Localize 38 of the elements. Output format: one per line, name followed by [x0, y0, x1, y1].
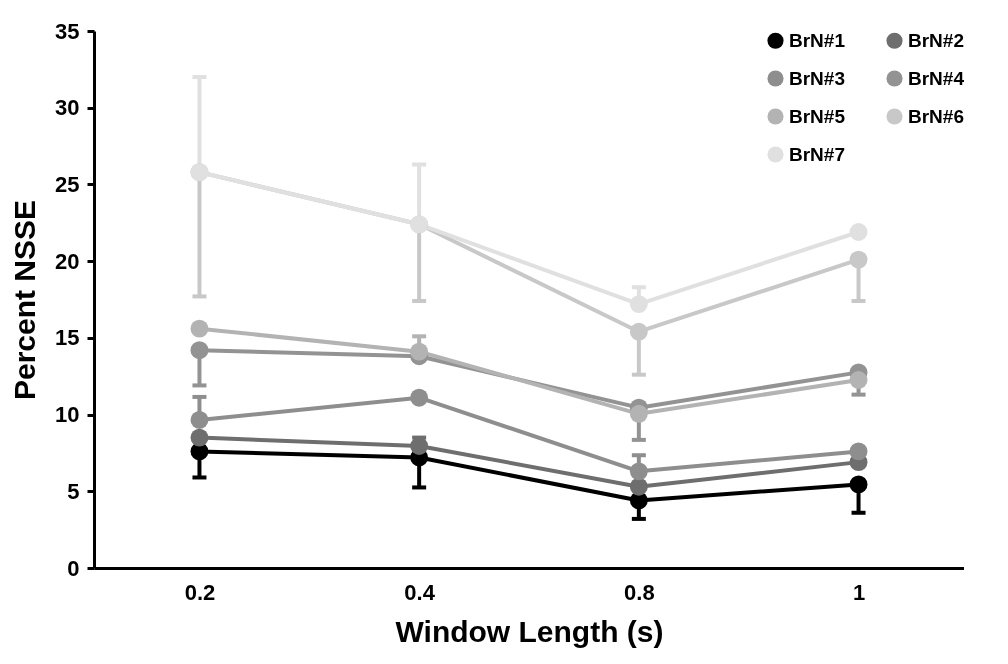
point [410, 388, 429, 407]
point [190, 428, 209, 447]
y-tick-label: 35 [55, 18, 80, 44]
legend-label: BrN#3 [789, 67, 845, 89]
point [190, 319, 209, 338]
y-tick-label: 30 [55, 95, 80, 121]
point [629, 404, 648, 423]
point [629, 295, 648, 314]
legend-label: BrN#7 [789, 143, 845, 165]
x-axis-title: Window Length (s) [395, 614, 664, 648]
y-axis-title: Percent NSSE [8, 199, 42, 401]
point [849, 442, 868, 461]
x-tick-label: 0.2 [184, 579, 216, 605]
legend-label: BrN#1 [789, 29, 846, 51]
x-tick-label: 1 [852, 579, 866, 605]
point [849, 223, 868, 241]
x-tick-label: 0.4 [404, 579, 436, 605]
point [410, 342, 429, 361]
point [849, 371, 868, 389]
legend-label: BrN#6 [908, 105, 964, 127]
legend-label: BrN#2 [908, 29, 964, 51]
point [629, 322, 648, 341]
point [849, 475, 868, 494]
y-tick-label: 15 [55, 325, 80, 351]
point [410, 437, 429, 455]
point [849, 250, 868, 269]
x-tick-label: 0.8 [624, 579, 655, 605]
y-tick-label: 10 [55, 402, 80, 428]
y-tick-label: 20 [55, 248, 80, 274]
point [629, 462, 648, 481]
y-tick-label: 25 [55, 171, 80, 197]
point [190, 411, 209, 429]
point [190, 341, 209, 360]
legend-label: BrN#4 [908, 67, 965, 89]
y-tick-label: 5 [67, 478, 80, 504]
y-tick-label: 0 [67, 555, 80, 581]
legend-label: BrN#5 [789, 105, 846, 127]
point [629, 477, 648, 496]
